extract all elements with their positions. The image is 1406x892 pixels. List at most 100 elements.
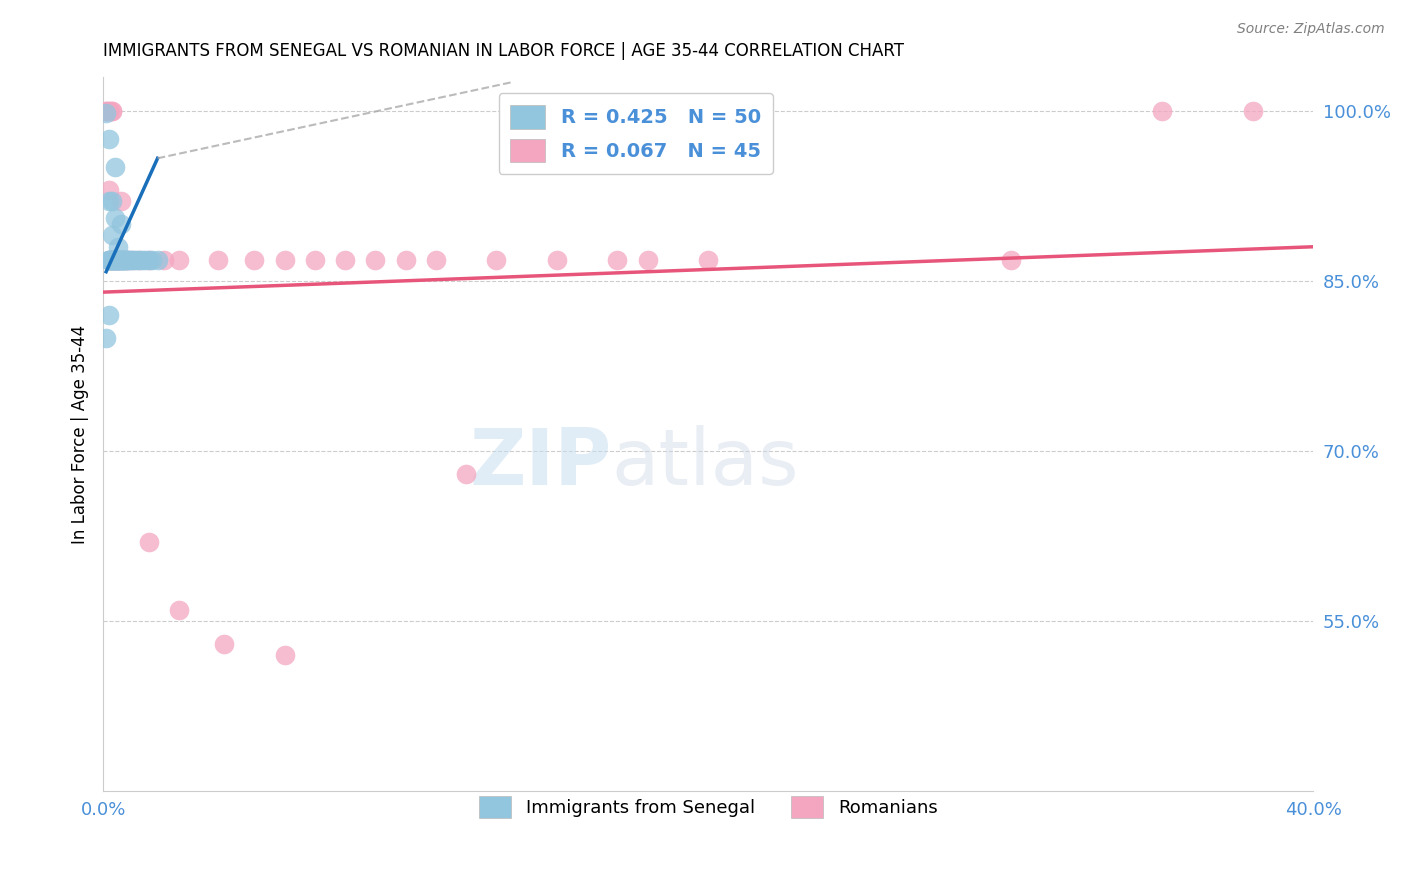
Point bbox=[117, 253, 139, 268]
Point bbox=[101, 103, 124, 118]
Point bbox=[131, 253, 153, 268]
Point bbox=[1150, 103, 1173, 118]
Point bbox=[98, 103, 121, 118]
Point bbox=[104, 253, 127, 268]
Point bbox=[98, 194, 121, 209]
Point bbox=[104, 253, 127, 268]
Point bbox=[117, 253, 139, 268]
Point bbox=[107, 253, 129, 268]
Point bbox=[107, 240, 129, 254]
Text: ZIP: ZIP bbox=[470, 425, 612, 500]
Point bbox=[134, 253, 156, 268]
Point bbox=[697, 253, 720, 268]
Point bbox=[96, 103, 118, 118]
Point bbox=[112, 253, 135, 268]
Point bbox=[98, 253, 121, 268]
Point bbox=[96, 106, 118, 120]
Point bbox=[104, 253, 127, 268]
Point bbox=[395, 253, 418, 268]
Point bbox=[101, 253, 124, 268]
Point bbox=[101, 253, 124, 268]
Point bbox=[98, 308, 121, 322]
Text: Source: ZipAtlas.com: Source: ZipAtlas.com bbox=[1237, 22, 1385, 37]
Point bbox=[101, 253, 124, 268]
Point bbox=[167, 603, 190, 617]
Point bbox=[212, 637, 235, 651]
Point bbox=[304, 253, 326, 268]
Point bbox=[1000, 253, 1022, 268]
Point bbox=[110, 253, 132, 268]
Point bbox=[456, 467, 478, 481]
Point bbox=[107, 253, 129, 268]
Point bbox=[112, 253, 135, 268]
Point bbox=[141, 253, 163, 268]
Y-axis label: In Labor Force | Age 35-44: In Labor Force | Age 35-44 bbox=[72, 325, 89, 543]
Point bbox=[104, 211, 127, 226]
Point bbox=[112, 253, 135, 268]
Point bbox=[110, 253, 132, 268]
Point bbox=[128, 253, 150, 268]
Point bbox=[138, 253, 160, 268]
Point bbox=[152, 253, 174, 268]
Point bbox=[104, 253, 127, 268]
Point bbox=[117, 253, 139, 268]
Point bbox=[98, 183, 121, 197]
Point bbox=[273, 648, 295, 662]
Point bbox=[120, 253, 142, 268]
Point bbox=[110, 253, 132, 268]
Point bbox=[98, 253, 121, 268]
Point bbox=[101, 103, 124, 118]
Point bbox=[104, 253, 127, 268]
Point bbox=[112, 253, 135, 268]
Point bbox=[207, 253, 229, 268]
Point bbox=[117, 253, 139, 268]
Point bbox=[96, 103, 118, 118]
Point bbox=[98, 253, 121, 268]
Point bbox=[107, 253, 129, 268]
Point bbox=[104, 253, 127, 268]
Point bbox=[101, 253, 124, 268]
Point bbox=[485, 253, 508, 268]
Point bbox=[122, 253, 145, 268]
Point bbox=[98, 103, 121, 118]
Point bbox=[107, 253, 129, 268]
Point bbox=[364, 253, 387, 268]
Point bbox=[101, 253, 124, 268]
Legend: Immigrants from Senegal, Romanians: Immigrants from Senegal, Romanians bbox=[471, 789, 945, 825]
Point bbox=[125, 253, 148, 268]
Point bbox=[273, 253, 295, 268]
Point bbox=[96, 330, 118, 344]
Point bbox=[101, 253, 124, 268]
Point bbox=[122, 253, 145, 268]
Point bbox=[107, 253, 129, 268]
Point bbox=[120, 253, 142, 268]
Point bbox=[425, 253, 447, 268]
Point bbox=[606, 253, 628, 268]
Point bbox=[146, 253, 169, 268]
Point bbox=[138, 534, 160, 549]
Point bbox=[138, 253, 160, 268]
Point bbox=[546, 253, 568, 268]
Text: IMMIGRANTS FROM SENEGAL VS ROMANIAN IN LABOR FORCE | AGE 35-44 CORRELATION CHART: IMMIGRANTS FROM SENEGAL VS ROMANIAN IN L… bbox=[103, 42, 904, 60]
Point bbox=[98, 132, 121, 146]
Point bbox=[98, 253, 121, 268]
Point bbox=[110, 253, 132, 268]
Point bbox=[101, 228, 124, 243]
Point bbox=[98, 253, 121, 268]
Point bbox=[333, 253, 356, 268]
Point bbox=[104, 161, 127, 175]
Point bbox=[637, 253, 659, 268]
Point bbox=[104, 253, 127, 268]
Point bbox=[101, 253, 124, 268]
Point bbox=[107, 253, 129, 268]
Point bbox=[110, 253, 132, 268]
Point bbox=[101, 194, 124, 209]
Point bbox=[128, 253, 150, 268]
Point bbox=[167, 253, 190, 268]
Point bbox=[243, 253, 266, 268]
Point bbox=[110, 194, 132, 209]
Point bbox=[110, 217, 132, 231]
Text: atlas: atlas bbox=[612, 425, 799, 500]
Point bbox=[107, 253, 129, 268]
Point bbox=[1241, 103, 1264, 118]
